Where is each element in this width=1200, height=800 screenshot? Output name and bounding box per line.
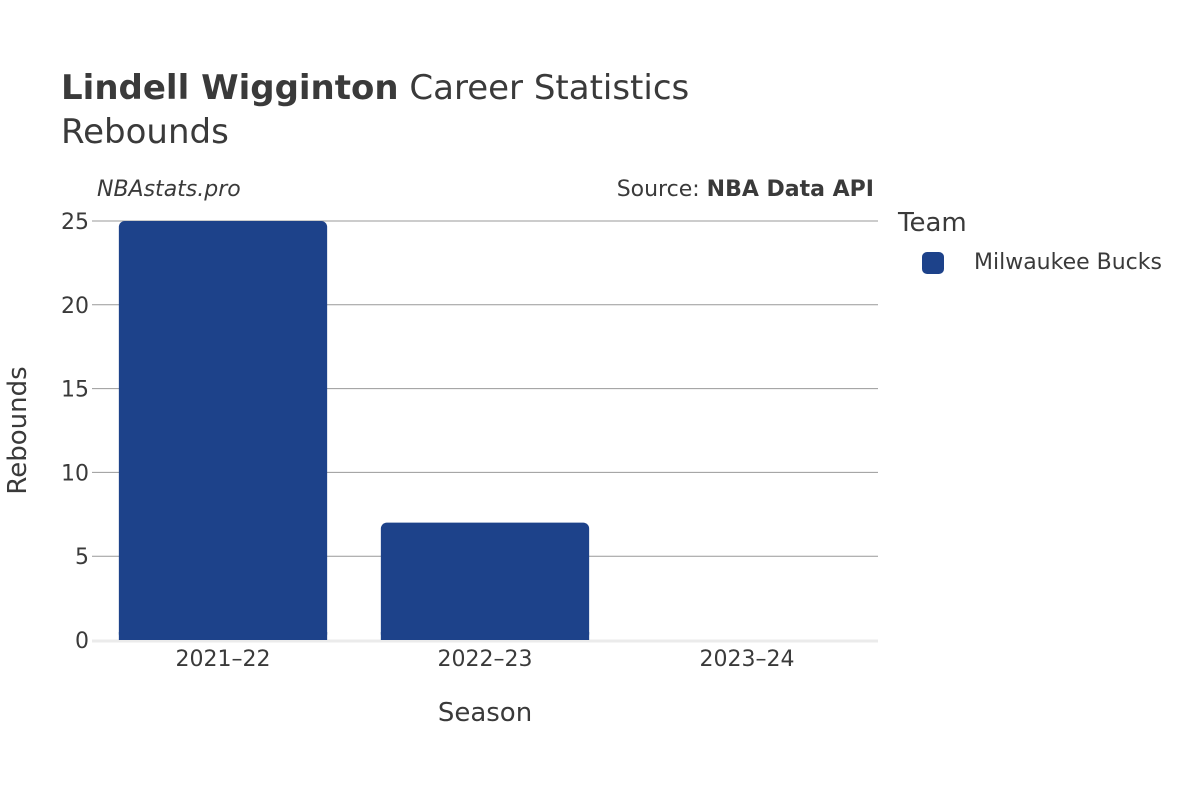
legend: Team Milwaukee Bucks bbox=[898, 208, 1162, 275]
source-name: NBA Data API bbox=[706, 177, 874, 202]
chart-title-block: Lindell Wigginton Career Statistics Rebo… bbox=[61, 66, 689, 154]
player-name: Lindell Wigginton bbox=[61, 68, 399, 108]
x-axis-title: Season bbox=[438, 698, 532, 728]
y-tick-label: 20 bbox=[61, 294, 89, 319]
y-tick-label: 5 bbox=[75, 545, 89, 570]
y-axis-title: Rebounds bbox=[3, 366, 33, 494]
x-tick-label: 2023–24 bbox=[700, 647, 795, 672]
bar bbox=[380, 522, 590, 640]
legend-item-milwaukee-bucks[interactable]: Milwaukee Bucks bbox=[922, 250, 1162, 275]
y-tick-label: 0 bbox=[75, 629, 89, 654]
bar-base bbox=[380, 632, 590, 640]
watermark: NBAstats.pro bbox=[97, 177, 241, 202]
x-tick-label: 2022–23 bbox=[438, 647, 533, 672]
x-tick-label: 2021–22 bbox=[176, 647, 271, 672]
y-tick-label: 15 bbox=[61, 378, 89, 403]
legend-title: Team bbox=[898, 208, 967, 238]
source-prefix: Source: bbox=[616, 177, 707, 202]
legend-swatch bbox=[922, 251, 944, 274]
bar-base bbox=[118, 632, 328, 640]
chart-subtitle: Rebounds bbox=[61, 112, 229, 152]
chart-title: Lindell Wigginton Career Statistics bbox=[61, 66, 689, 110]
bar bbox=[118, 221, 328, 640]
y-tick-label: 25 bbox=[61, 210, 89, 235]
source-credit: Source: NBA Data API bbox=[617, 177, 874, 202]
title-suffix: Career Statistics bbox=[398, 68, 690, 108]
legend-label: Milwaukee Bucks bbox=[974, 250, 1162, 275]
y-tick-label: 10 bbox=[61, 461, 89, 486]
